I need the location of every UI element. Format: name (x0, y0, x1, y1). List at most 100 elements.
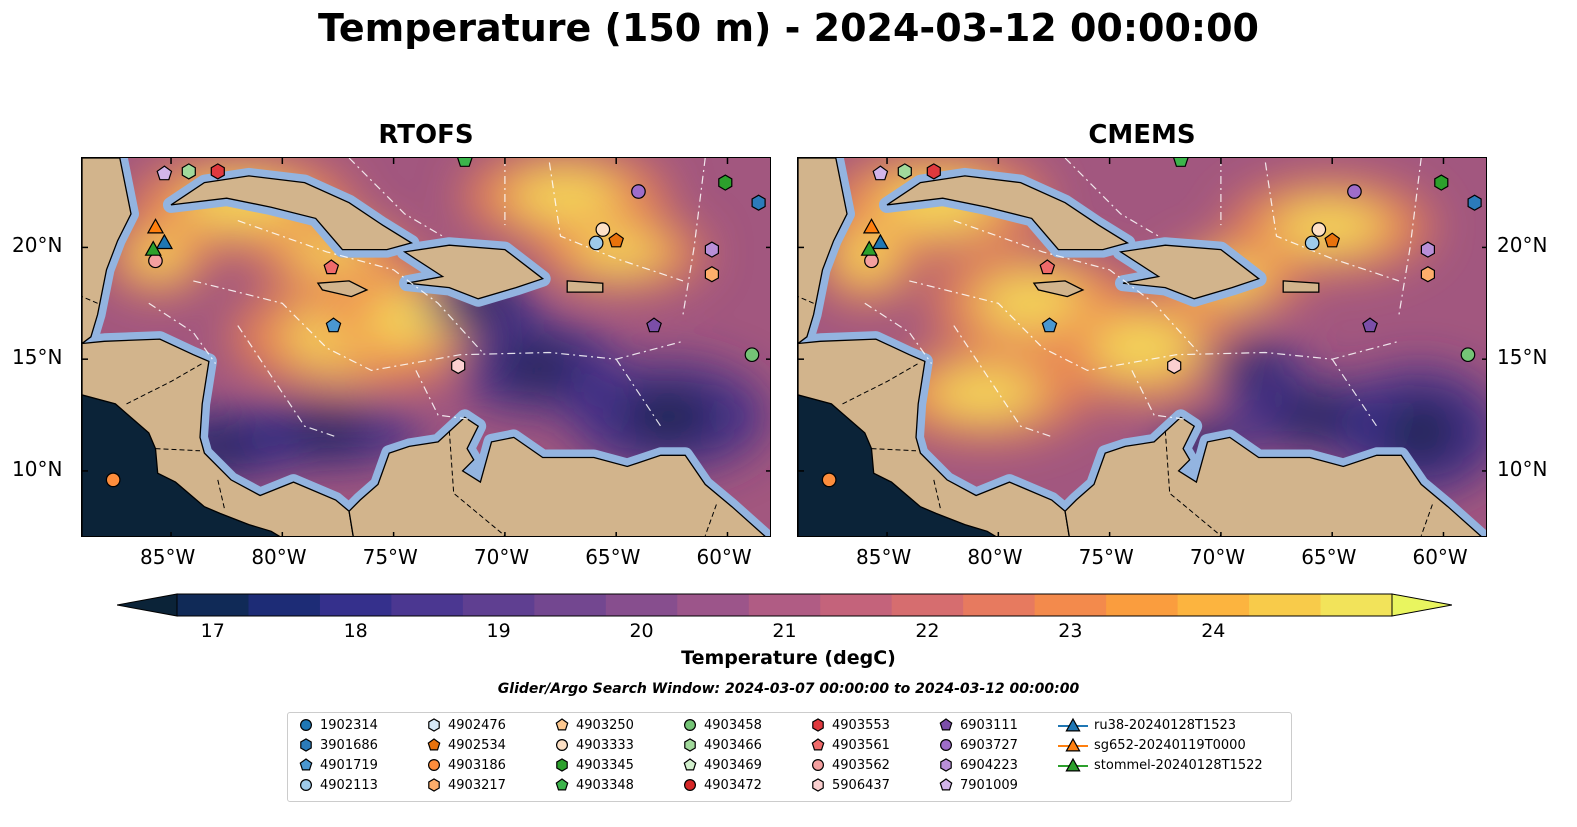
legend-marker[interactable] (299, 758, 313, 771)
float-4902534[interactable] (1324, 232, 1341, 248)
legend-item: 4903345 (554, 757, 634, 773)
legend-marker[interactable] (555, 718, 569, 731)
legend-item: 6903111 (938, 717, 1018, 733)
legend-marker[interactable] (427, 758, 441, 772)
legend-marker[interactable] (812, 718, 824, 732)
lat-tick-label: 15°N (1497, 345, 1548, 370)
legend-marker[interactable] (684, 738, 696, 752)
legend-label: 1902314 (320, 717, 378, 733)
float-4903348[interactable] (1173, 158, 1189, 167)
float-4902113[interactable] (588, 235, 604, 251)
float-4903348[interactable] (457, 158, 473, 167)
float-4903561[interactable] (323, 259, 340, 275)
float-4901719[interactable] (325, 317, 342, 333)
legend-item: 1902314 (298, 717, 378, 733)
float-4903333[interactable] (595, 222, 611, 237)
legend-marker[interactable] (1065, 757, 1081, 772)
float-6903111[interactable] (156, 165, 173, 181)
float-4903561[interactable] (1039, 259, 1056, 275)
legend-marker[interactable] (299, 778, 313, 792)
float-1902314[interactable] (105, 472, 121, 488)
float-6904223[interactable] (1420, 241, 1435, 258)
legend-marker[interactable] (811, 738, 825, 751)
float-6904223[interactable] (704, 241, 719, 258)
legend-marker[interactable] (428, 778, 440, 792)
legend-item: 4903469 (682, 757, 762, 773)
float-4903472[interactable] (864, 253, 879, 269)
land-cuba (170, 175, 414, 251)
legend-label: 4903333 (576, 737, 634, 753)
float-4902113[interactable] (1304, 235, 1320, 251)
float-4903458[interactable] (744, 347, 760, 363)
colorbar-tick-label: 22 (915, 620, 940, 642)
panel-title-cmems: CMEMS (1088, 120, 1196, 150)
legend-marker[interactable] (555, 738, 569, 752)
float-4903217[interactable] (704, 266, 719, 283)
legend-marker[interactable] (428, 718, 440, 732)
legend-marker[interactable] (939, 718, 953, 731)
float-4903458[interactable] (1460, 347, 1476, 363)
legend-label: 4903250 (576, 717, 634, 733)
legend-marker[interactable] (811, 758, 825, 772)
float-4903333[interactable] (1311, 222, 1327, 237)
float-1902314[interactable] (821, 472, 837, 488)
float-3901686[interactable] (1467, 194, 1482, 211)
lon-tick-label: 85°W (140, 545, 196, 569)
legend-label: 4903553 (832, 717, 890, 733)
legend-marker[interactable] (939, 778, 953, 791)
legend-marker[interactable] (1065, 737, 1081, 752)
float-7901009[interactable] (1362, 317, 1378, 333)
float-4903466[interactable] (181, 163, 196, 180)
legend-marker[interactable] (300, 738, 312, 752)
float-7901009[interactable] (646, 317, 662, 333)
float-4903466[interactable] (897, 163, 912, 180)
glider-stommel-20240128T1522[interactable] (860, 240, 878, 256)
float-5906437[interactable] (451, 357, 466, 375)
legend-marker[interactable] (683, 758, 697, 771)
legend-marker[interactable] (683, 718, 697, 732)
legend-label: 6904223 (960, 757, 1018, 773)
float-6903727[interactable] (1347, 184, 1362, 199)
legend-label: 4902113 (320, 777, 378, 793)
glider-sg652-20240119T0000[interactable] (146, 218, 165, 234)
glider-sg652-20240119T0000[interactable] (862, 218, 881, 234)
glider-ru38-20240128T1523[interactable] (155, 233, 174, 250)
land-southamerica (348, 416, 766, 536)
float-6903111[interactable] (872, 165, 889, 181)
legend-marker[interactable] (939, 738, 953, 752)
float-4903217[interactable] (1420, 266, 1435, 283)
colorbar-bin (462, 594, 535, 616)
colorbar-bin (1034, 594, 1107, 616)
legend-label: 4903345 (576, 757, 634, 773)
float-4903472[interactable] (148, 253, 163, 269)
float-4903553[interactable] (210, 163, 225, 180)
land-jamaica (1032, 280, 1085, 298)
float-4901719[interactable] (1041, 317, 1058, 333)
rtofs-map[interactable] (81, 157, 771, 537)
legend-label: 4903217 (448, 777, 506, 793)
legend-marker[interactable] (555, 778, 569, 791)
cmems-map[interactable] (797, 157, 1487, 537)
glider-ru38-20240128T1523[interactable] (871, 233, 890, 250)
float-4902534[interactable] (608, 232, 625, 248)
legend-marker[interactable] (812, 778, 824, 792)
colorbar-bin (248, 594, 321, 616)
legend: 1902314 3901686 4901719 4902113 4902476 49025… (287, 712, 1292, 802)
float-3901686[interactable] (751, 194, 766, 211)
legend-marker[interactable] (556, 758, 568, 772)
float-4903345[interactable] (1434, 174, 1449, 191)
legend-item: 4903186 (426, 757, 506, 773)
float-4903553[interactable] (926, 163, 941, 180)
float-5906437[interactable] (1167, 357, 1182, 375)
legend-marker[interactable] (299, 718, 313, 732)
legend-item: 6903727 (938, 737, 1018, 753)
float-6903727[interactable] (631, 184, 646, 199)
glider-stommel-20240128T1522[interactable] (144, 240, 162, 256)
legend-marker[interactable] (427, 738, 441, 751)
legend-marker[interactable] (683, 778, 697, 792)
legend-marker[interactable] (1065, 717, 1081, 732)
float-4903345[interactable] (718, 174, 733, 191)
legend-item: 4903333 (554, 737, 634, 753)
colorbar-bin (319, 594, 392, 616)
legend-marker[interactable] (940, 758, 952, 772)
